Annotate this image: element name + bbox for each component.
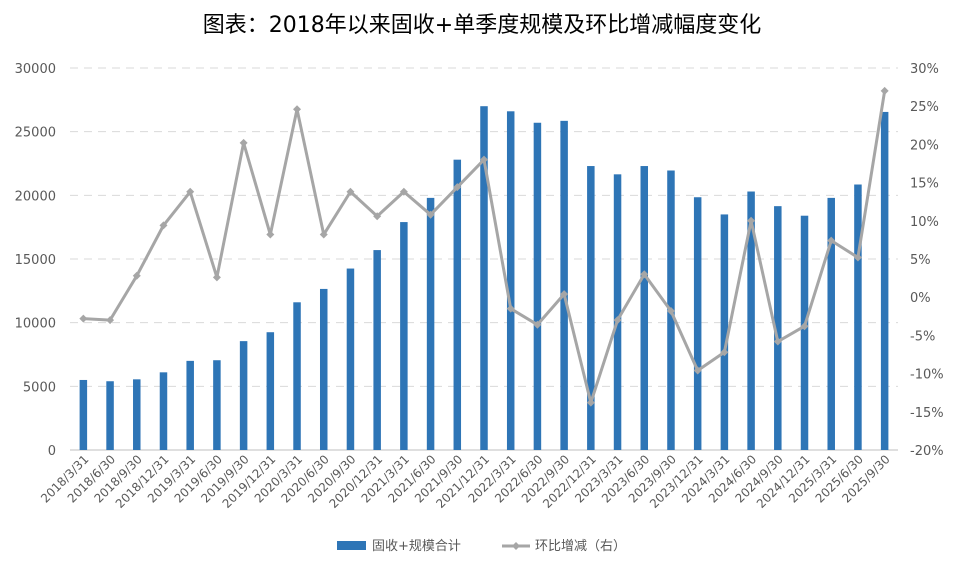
legend-line-label: 环比增减（右） xyxy=(535,539,626,554)
bar xyxy=(186,360,194,450)
line-marker xyxy=(159,221,168,230)
legend: 固收+规模合计 环比增减（右） xyxy=(337,539,626,554)
right-tick-label: 20% xyxy=(910,138,939,153)
bar xyxy=(133,379,141,450)
line-marker xyxy=(426,210,435,219)
chart-title: 图表：2018年以来固收+单季度规模及环比增减幅度变化 xyxy=(203,13,761,38)
right-tick-label: 10% xyxy=(910,215,939,230)
left-axis: 0 5000 10000 15000 20000 25000 30000 xyxy=(15,62,56,459)
bar xyxy=(533,122,542,451)
line-marker xyxy=(212,273,221,282)
line-marker xyxy=(613,316,622,325)
line-marker xyxy=(239,138,248,147)
bar xyxy=(239,341,248,450)
bar xyxy=(720,214,729,450)
bar xyxy=(213,360,221,450)
line-marker xyxy=(800,322,809,331)
line-series xyxy=(79,86,889,407)
line-marker xyxy=(373,212,382,221)
left-tick-label: 10000 xyxy=(15,317,56,332)
line-marker xyxy=(586,398,595,407)
line-marker xyxy=(640,270,649,279)
bar xyxy=(106,381,114,450)
bar xyxy=(506,111,515,450)
left-tick-label: 15000 xyxy=(15,253,56,268)
bar xyxy=(159,372,168,450)
left-tick-label: 30000 xyxy=(15,62,56,77)
line-marker xyxy=(853,253,862,262)
left-tick-label: 20000 xyxy=(15,189,56,204)
right-tick-label: 5% xyxy=(910,253,931,268)
line-marker xyxy=(747,216,756,225)
bar xyxy=(346,268,355,450)
bar xyxy=(854,184,862,450)
left-tick-label: 5000 xyxy=(23,380,56,395)
left-tick-label: 0 xyxy=(48,444,56,459)
bar xyxy=(560,120,568,451)
right-tick-label: 30% xyxy=(910,62,939,77)
line-marker xyxy=(533,320,542,329)
bar xyxy=(426,197,435,450)
bar xyxy=(880,111,889,451)
line-marker xyxy=(132,271,141,280)
line-marker xyxy=(319,230,328,239)
bar xyxy=(400,222,408,450)
bar xyxy=(827,197,835,450)
right-tick-label: 15% xyxy=(910,177,939,192)
line-marker xyxy=(186,187,195,196)
right-tick-label: 0% xyxy=(910,291,931,306)
line-marker xyxy=(693,366,702,375)
bar xyxy=(613,174,622,450)
x-axis: 2018/3/312018/6/302018/9/302018/12/31201… xyxy=(38,452,893,511)
right-tick-label: -15% xyxy=(910,406,944,421)
right-axis: -20% -15% -10% -5% 0% 5% 10% 15% 20% 25% 30% xyxy=(910,62,944,459)
line-marker xyxy=(346,187,355,196)
left-tick-label: 25000 xyxy=(15,126,56,141)
bar xyxy=(453,159,462,450)
bar xyxy=(79,379,88,450)
line-marker xyxy=(773,337,782,346)
line-marker xyxy=(666,306,675,315)
bar xyxy=(266,332,275,450)
line-marker xyxy=(453,183,462,192)
line-marker xyxy=(720,348,729,357)
bar xyxy=(774,206,782,450)
bar xyxy=(640,166,649,450)
bar xyxy=(293,302,301,450)
legend-bar-label: 固收+规模合计 xyxy=(372,539,461,554)
line-marker xyxy=(79,314,88,323)
line-marker xyxy=(266,230,275,239)
line-marker xyxy=(399,187,408,196)
right-tick-label: 25% xyxy=(910,100,939,115)
line-marker xyxy=(480,155,488,164)
bar xyxy=(373,250,381,450)
line-marker xyxy=(106,316,115,325)
line-marker xyxy=(560,290,569,299)
bar xyxy=(800,215,809,450)
bar xyxy=(693,197,702,450)
legend-bar-swatch xyxy=(337,541,366,550)
right-tick-label: -20% xyxy=(910,444,944,459)
right-tick-label: -10% xyxy=(910,368,944,383)
line-marker xyxy=(293,105,302,114)
right-tick-label: -5% xyxy=(910,329,935,344)
bar xyxy=(480,106,488,450)
line-marker xyxy=(880,86,889,95)
line-marker xyxy=(506,304,515,313)
line-marker xyxy=(827,236,836,245)
bar xyxy=(587,166,595,450)
bar xyxy=(747,191,755,450)
bar xyxy=(319,288,328,450)
legend-line-marker xyxy=(512,542,520,550)
